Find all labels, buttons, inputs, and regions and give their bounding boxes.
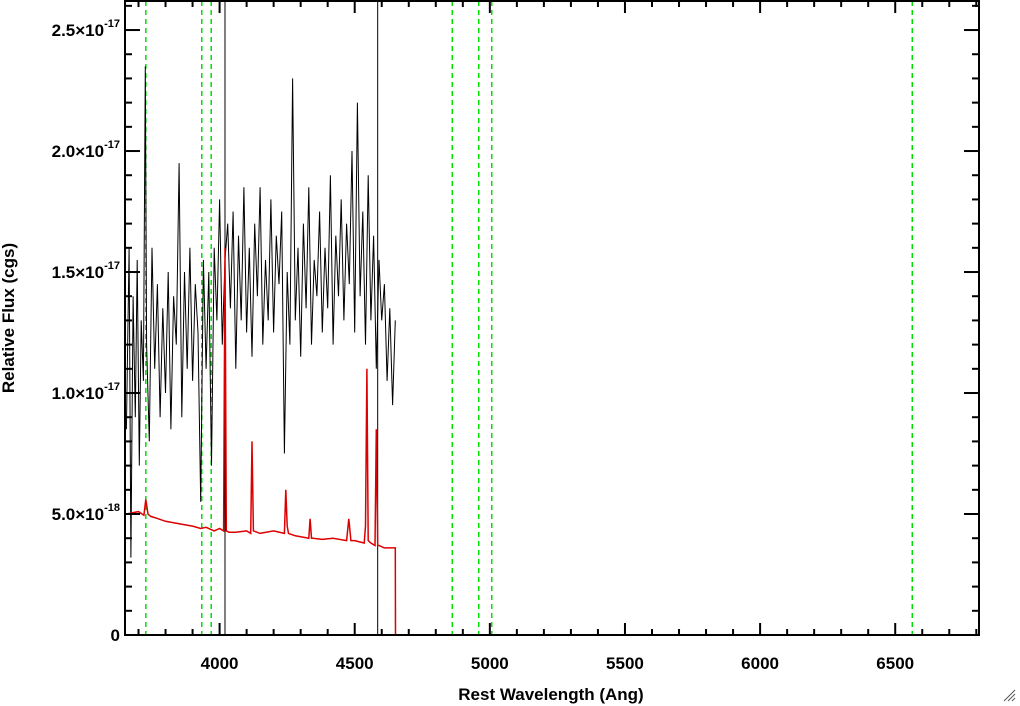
x-axis-title: Rest Wavelength (Ang): [458, 685, 643, 704]
y-tick-label-exponent: -17: [104, 18, 120, 30]
series-group: [125, 66, 979, 636]
series-1-line: [126, 247, 979, 636]
y-tick-label-base: 1.0×10: [52, 384, 104, 403]
plot-frame: [124, 0, 980, 636]
y-tick-label-exponent: -17: [104, 139, 120, 151]
y-tick-label-exponent: -17: [104, 260, 120, 272]
y-tick-label-exponent: -18: [104, 502, 120, 514]
emission-line-markers: [145, 1, 913, 635]
y-tick-label-base: 2.0×10: [52, 142, 104, 161]
x-tick-label: 5000: [471, 654, 509, 673]
y-tick-label: 5.0×10-18: [52, 502, 120, 524]
x-axis-ticks: 4000 4500 5000 5500 6000 6500: [137, 1, 978, 673]
x-tick-label: 6500: [876, 654, 914, 673]
y-tick-label-base: 5.0×10: [52, 505, 104, 524]
y-tick-label-base: 0: [111, 626, 120, 645]
y-tick-label: 0: [111, 626, 120, 645]
x-tick-label: 6000: [741, 654, 779, 673]
y-axis-title: Relative Flux (cgs): [0, 243, 18, 393]
y-tick-label: 2.5×10-17: [52, 18, 120, 40]
y-tick-label: 1.0×10-17: [52, 381, 120, 403]
y-tick-label-base: 1.5×10: [52, 263, 104, 282]
y-tick-label-base: 2.5×10: [52, 21, 104, 40]
y-tick-label: 1.5×10-17: [52, 260, 120, 282]
x-tick-label: 4000: [201, 654, 239, 673]
y-axis-ticks: 05.0×10-181.0×10-171.5×10-172.0×10-172.5…: [52, 4, 979, 645]
x-tick-label: 4500: [336, 654, 374, 673]
plot-border: [124, 0, 980, 636]
resize-grip-icon[interactable]: [1002, 688, 1016, 702]
series-0-line: [125, 66, 396, 558]
y-tick-label: 2.0×10-17: [52, 139, 120, 161]
x-tick-label: 5500: [606, 654, 644, 673]
y-tick-label-exponent: -17: [104, 381, 120, 393]
